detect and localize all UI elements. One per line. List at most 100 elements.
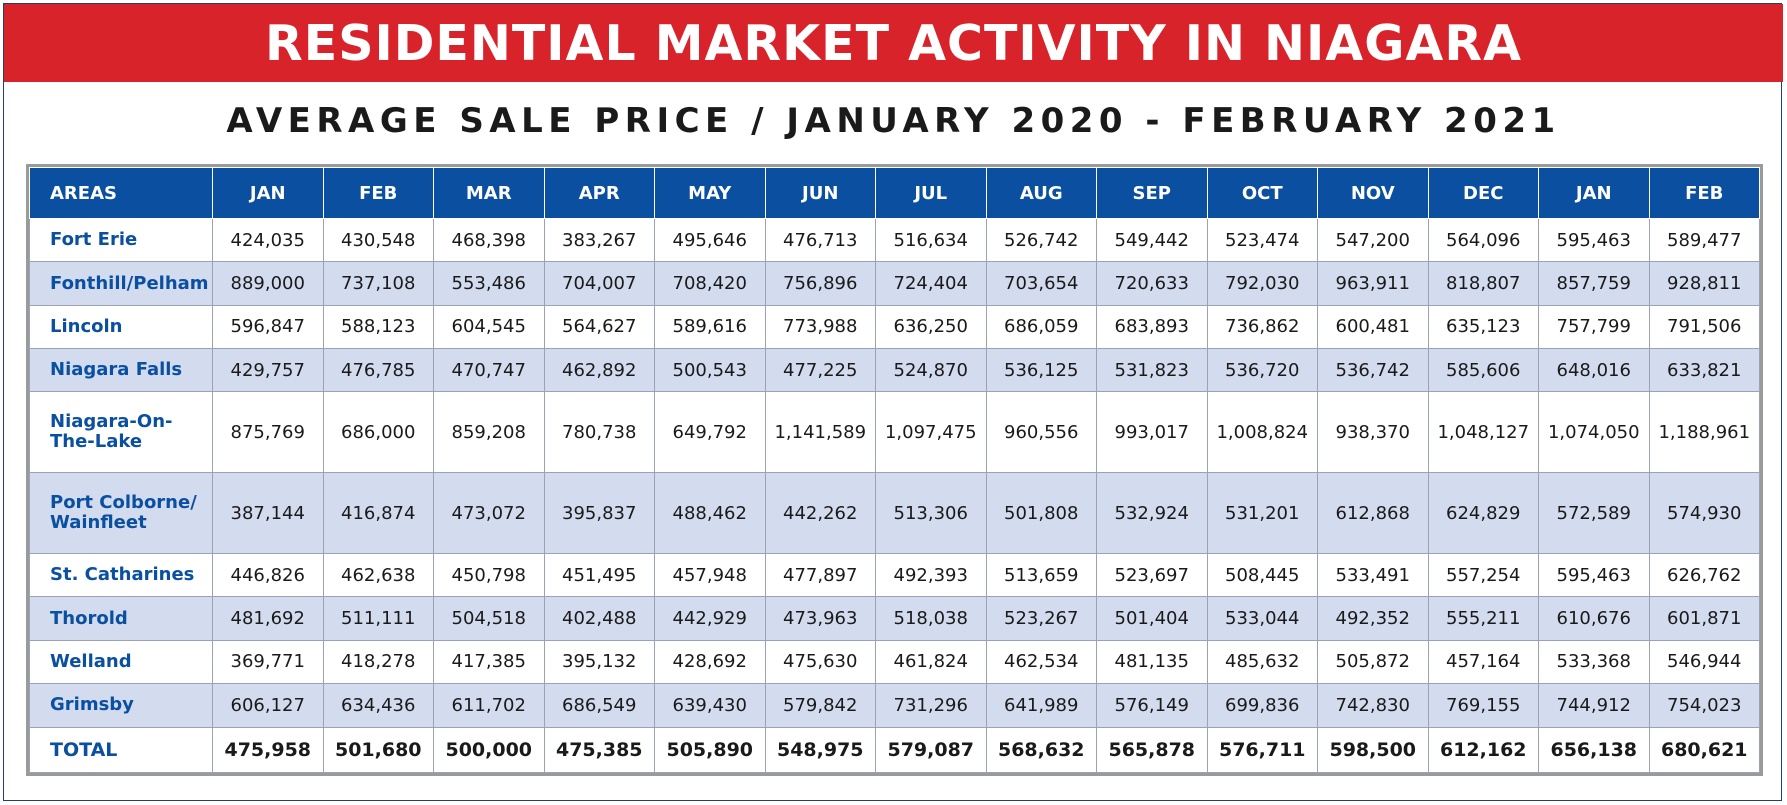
price-cell: 473,072 bbox=[433, 472, 545, 555]
price-table-container: AREAS JAN FEB MAR APR MAY JUN JUL AUG SEP OCT NOV DE… bbox=[26, 164, 1763, 776]
price-cell: 889,000 bbox=[212, 261, 324, 306]
price-cell: 475,385 bbox=[543, 726, 655, 774]
price-cell: 536,742 bbox=[1317, 348, 1429, 393]
price-cell: 462,892 bbox=[543, 348, 655, 393]
price-cell: 442,262 bbox=[764, 472, 876, 555]
table-body: Fort Erie 424,035 430,548 468,398 383,267 495… bbox=[29, 217, 1760, 774]
price-cell: 1,141,589 bbox=[764, 391, 876, 474]
price-cell: 546,944 bbox=[1648, 639, 1760, 685]
price-cell: 611,702 bbox=[433, 683, 545, 728]
column-header-month: APR bbox=[543, 167, 655, 219]
price-cell: 523,267 bbox=[985, 596, 1097, 641]
price-cell: 481,135 bbox=[1096, 639, 1208, 685]
table-row: Port Colborne/ Wainfleet 387,144 416,874 47… bbox=[29, 472, 1760, 555]
price-cell: 649,792 bbox=[654, 391, 766, 474]
price-cell: 576,149 bbox=[1096, 683, 1208, 728]
price-cell: 557,254 bbox=[1427, 553, 1539, 598]
price-cell: 683,893 bbox=[1096, 304, 1208, 350]
price-cell: 511,111 bbox=[322, 596, 434, 641]
column-header-month: FEB bbox=[322, 167, 434, 219]
price-cell: 533,044 bbox=[1206, 596, 1318, 641]
price-cell: 505,890 bbox=[654, 726, 766, 774]
price-cell: 418,278 bbox=[322, 639, 434, 685]
area-name-cell: Niagara Falls bbox=[29, 348, 213, 393]
price-cell: 928,811 bbox=[1648, 261, 1760, 306]
price-cell: 536,125 bbox=[985, 348, 1097, 393]
price-cell: 791,506 bbox=[1648, 304, 1760, 350]
price-cell: 513,659 bbox=[985, 553, 1097, 598]
page-frame bbox=[3, 3, 1782, 801]
table-row: Niagara-On- The-Lake 875,769 686,000 859,20… bbox=[29, 391, 1760, 474]
price-cell: 589,616 bbox=[654, 304, 766, 350]
column-header-month: JAN bbox=[1538, 167, 1650, 219]
area-name-cell: Fort Erie bbox=[29, 217, 213, 263]
price-cell: 708,420 bbox=[654, 261, 766, 306]
price-cell: 601,871 bbox=[1648, 596, 1760, 641]
price-cell: 430,548 bbox=[322, 217, 434, 263]
price-cell: 518,038 bbox=[875, 596, 987, 641]
price-cell: 598,500 bbox=[1317, 726, 1429, 774]
price-cell: 579,087 bbox=[875, 726, 987, 774]
price-cell: 417,385 bbox=[433, 639, 545, 685]
price-cell: 938,370 bbox=[1317, 391, 1429, 474]
price-cell: 754,023 bbox=[1648, 683, 1760, 728]
price-cell: 536,720 bbox=[1206, 348, 1318, 393]
banner-title: RESIDENTIAL MARKET ACTIVITY IN NIAGARA bbox=[4, 4, 1783, 82]
price-cell: 606,127 bbox=[212, 683, 324, 728]
price-cell: 686,059 bbox=[985, 304, 1097, 350]
price-cell: 1,008,824 bbox=[1206, 391, 1318, 474]
price-cell: 429,757 bbox=[212, 348, 324, 393]
price-cell: 476,785 bbox=[322, 348, 434, 393]
price-cell: 960,556 bbox=[985, 391, 1097, 474]
price-cell: 612,162 bbox=[1427, 726, 1539, 774]
price-cell: 857,759 bbox=[1538, 261, 1650, 306]
price-cell: 742,830 bbox=[1317, 683, 1429, 728]
table-row: Grimsby 606,127 634,436 611,702 686,549 639,4… bbox=[29, 683, 1760, 728]
price-cell: 424,035 bbox=[212, 217, 324, 263]
price-cell: 495,646 bbox=[654, 217, 766, 263]
price-cell: 818,807 bbox=[1427, 261, 1539, 306]
price-cell: 757,799 bbox=[1538, 304, 1650, 350]
price-cell: 387,144 bbox=[212, 472, 324, 555]
price-cell: 703,654 bbox=[985, 261, 1097, 306]
price-cell: 624,829 bbox=[1427, 472, 1539, 555]
price-cell: 457,948 bbox=[654, 553, 766, 598]
price-cell: 457,164 bbox=[1427, 639, 1539, 685]
price-cell: 686,000 bbox=[322, 391, 434, 474]
price-cell: 633,821 bbox=[1648, 348, 1760, 393]
price-cell: 1,188,961 bbox=[1648, 391, 1760, 474]
column-header-month: FEB bbox=[1648, 167, 1760, 219]
price-cell: 568,632 bbox=[985, 726, 1097, 774]
price-cell: 526,742 bbox=[985, 217, 1097, 263]
price-cell: 508,445 bbox=[1206, 553, 1318, 598]
price-cell: 704,007 bbox=[543, 261, 655, 306]
price-cell: 485,632 bbox=[1206, 639, 1318, 685]
price-cell: 780,738 bbox=[543, 391, 655, 474]
price-cell: 531,201 bbox=[1206, 472, 1318, 555]
column-header-month: JUL bbox=[875, 167, 987, 219]
price-cell: 500,543 bbox=[654, 348, 766, 393]
price-cell: 736,862 bbox=[1206, 304, 1318, 350]
area-name-cell: Welland bbox=[29, 639, 213, 685]
price-cell: 462,638 bbox=[322, 553, 434, 598]
price-cell: 553,486 bbox=[433, 261, 545, 306]
price-cell: 626,762 bbox=[1648, 553, 1760, 598]
price-cell: 523,474 bbox=[1206, 217, 1318, 263]
price-cell: 531,823 bbox=[1096, 348, 1208, 393]
price-cell: 724,404 bbox=[875, 261, 987, 306]
area-name-cell: Thorold bbox=[29, 596, 213, 641]
price-cell: 595,463 bbox=[1538, 553, 1650, 598]
price-cell: 501,404 bbox=[1096, 596, 1208, 641]
price-cell: 576,711 bbox=[1206, 726, 1318, 774]
price-cell: 473,963 bbox=[764, 596, 876, 641]
price-cell: 462,534 bbox=[985, 639, 1097, 685]
price-cell: 488,462 bbox=[654, 472, 766, 555]
total-row: TOTAL 475,958 501,680 500,000 475,385 505,890… bbox=[29, 726, 1760, 774]
price-cell: 756,896 bbox=[764, 261, 876, 306]
price-cell: 744,912 bbox=[1538, 683, 1650, 728]
price-cell: 720,633 bbox=[1096, 261, 1208, 306]
price-cell: 564,627 bbox=[543, 304, 655, 350]
price-cell: 604,545 bbox=[433, 304, 545, 350]
price-cell: 680,621 bbox=[1648, 726, 1760, 774]
price-cell: 648,016 bbox=[1538, 348, 1650, 393]
